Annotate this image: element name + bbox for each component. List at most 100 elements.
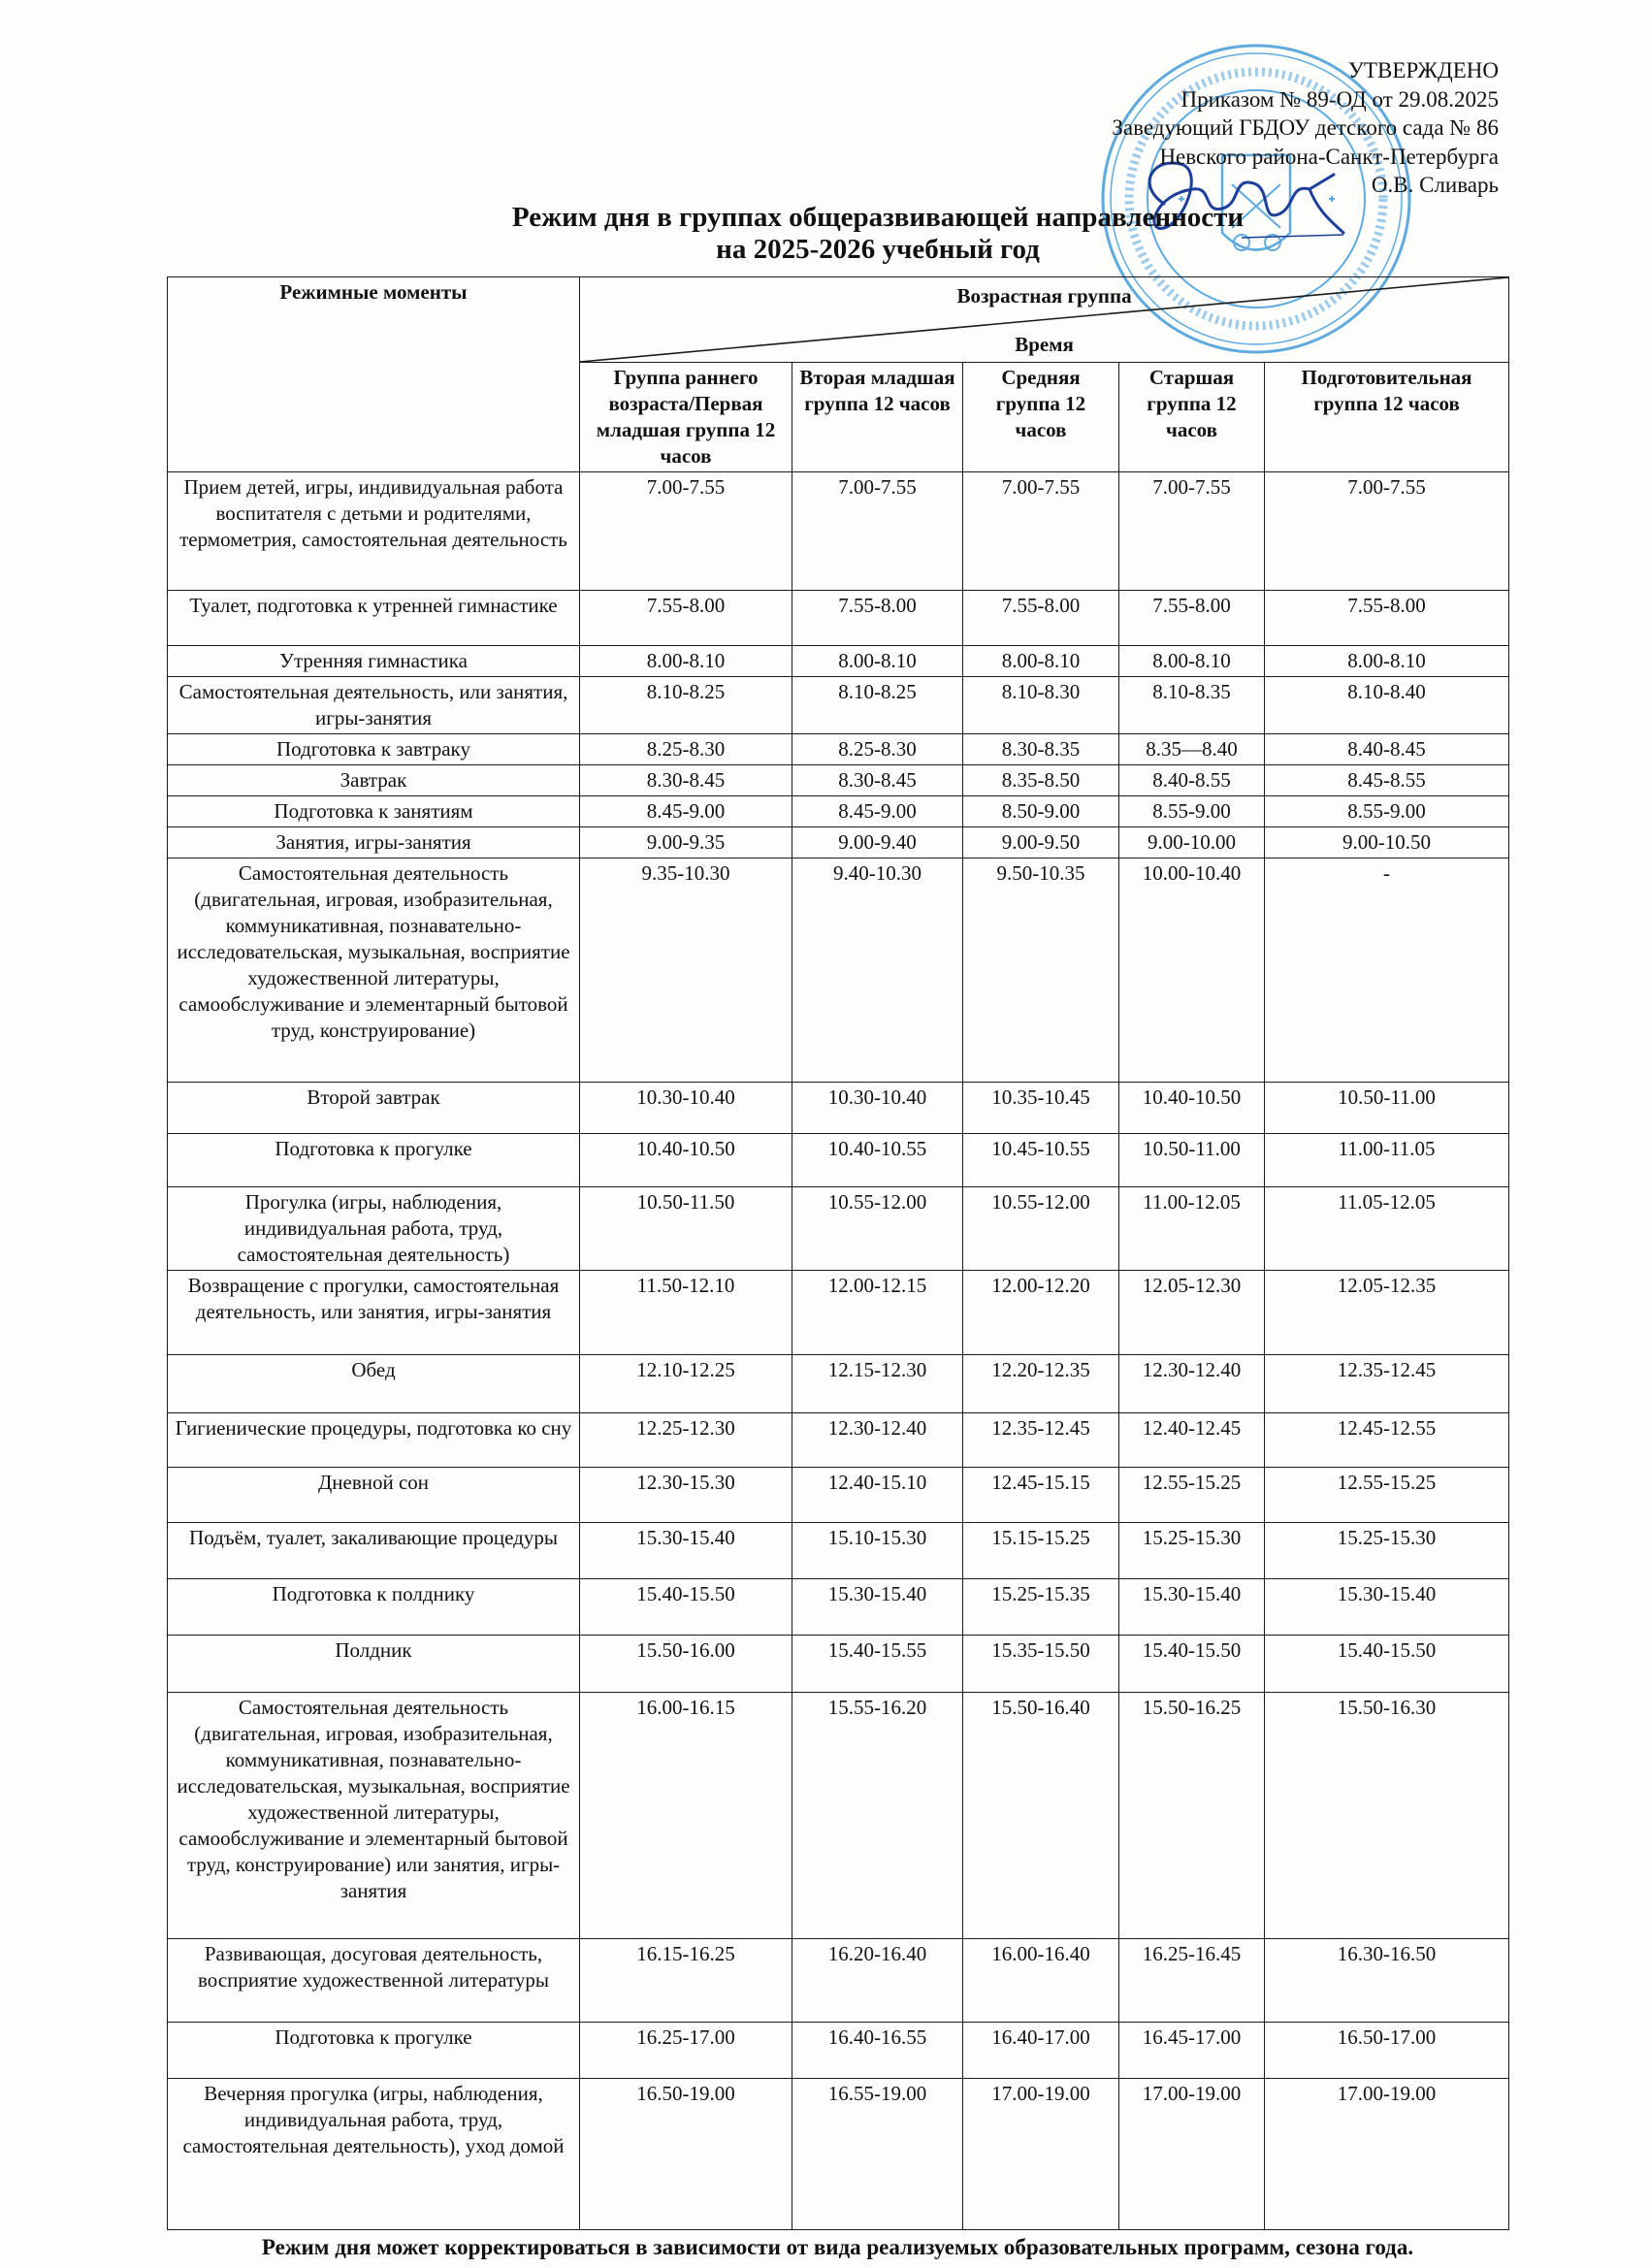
time-cell-middle: 12.45-15.15	[962, 1467, 1119, 1523]
time-cell-preparatory: 11.00-11.05	[1263, 1133, 1510, 1187]
time-cell-second-junior: 10.55-12.00	[792, 1186, 963, 1271]
time-cell-early: 8.45-9.00	[579, 795, 792, 827]
time-cell-preparatory: 17.00-19.00	[1263, 2078, 1510, 2230]
time-cell-middle: 8.30-8.35	[962, 733, 1119, 765]
header-groups-row: Группа раннего возраста/Первая младшая г…	[168, 362, 1510, 472]
activity-cell: Самостоятельная деятельность, или заняти…	[167, 676, 580, 734]
time-cell-senior: 9.00-10.00	[1118, 826, 1265, 859]
activity-cell: Второй завтрак	[167, 1082, 580, 1134]
time-cell-early: 15.30-15.40	[579, 1522, 792, 1579]
time-cell-middle: 15.15-15.25	[962, 1522, 1119, 1579]
time-cell-early: 8.25-8.30	[579, 733, 792, 765]
time-cell-second-junior: 8.30-8.45	[792, 764, 963, 796]
time-cell-early: 12.25-12.30	[579, 1412, 792, 1468]
table-row: Подготовка к полднику 15.40-15.50 15.30-15…	[167, 1578, 1510, 1636]
table-row: Развивающая, досуговая деятельность, вос…	[167, 1938, 1510, 2023]
time-cell-senior: 12.40-12.45	[1118, 1412, 1265, 1468]
header-time: Время	[1015, 333, 1074, 356]
activity-cell: Развивающая, досуговая деятельность, вос…	[167, 1938, 580, 2023]
activity-cell: Вечерняя прогулка (игры, наблюдения, инд…	[167, 2078, 580, 2230]
time-cell-senior: 10.40-10.50	[1118, 1082, 1265, 1134]
time-cell-middle: 12.20-12.35	[962, 1354, 1119, 1413]
table-row: Туалет, подготовка к утренней гимнастике…	[167, 590, 1510, 646]
approval-district: Невского района-Санкт-Петербурга	[1159, 144, 1499, 169]
time-cell-early: 10.40-10.50	[579, 1133, 792, 1187]
time-cell-middle: 10.35-10.45	[962, 1082, 1119, 1134]
time-cell-preparatory: -	[1263, 858, 1510, 1083]
table-row: Подъём, туалет, закаливающие процедуры 15…	[167, 1522, 1510, 1579]
time-cell-middle: 8.35-8.50	[962, 764, 1119, 796]
time-cell-senior: 15.30-15.40	[1118, 1578, 1265, 1636]
time-cell-senior: 8.40-8.55	[1118, 764, 1265, 796]
activity-cell: Утренняя гимнастика	[167, 645, 580, 677]
activity-cell: Туалет, подготовка к утренней гимнастике	[167, 590, 580, 646]
time-cell-second-junior: 8.25-8.30	[792, 733, 963, 765]
time-cell-senior: 8.10-8.35	[1118, 676, 1265, 734]
time-cell-second-junior: 9.40-10.30	[792, 858, 963, 1083]
approval-position: Заведующий ГБДОУ детского сада № 86	[1112, 115, 1499, 140]
table-row: Утренняя гимнастика 8.00-8.10 8.00-8.10 8.0…	[167, 645, 1510, 677]
header-group-second-junior: Вторая младшая группа 12 часов	[792, 362, 963, 472]
time-cell-early: 12.10-12.25	[579, 1354, 792, 1413]
activity-cell: Обед	[167, 1354, 580, 1413]
time-cell-senior: 8.35—8.40	[1118, 733, 1265, 765]
time-cell-second-junior: 9.00-9.40	[792, 826, 963, 859]
time-cell-second-junior: 12.15-12.30	[792, 1354, 963, 1413]
time-cell-second-junior: 15.55-16.20	[792, 1692, 963, 1939]
time-cell-senior: 16.25-16.45	[1118, 1938, 1265, 2023]
time-cell-preparatory: 8.45-8.55	[1263, 764, 1510, 796]
time-cell-middle: 10.55-12.00	[962, 1186, 1119, 1271]
time-cell-preparatory: 8.10-8.40	[1263, 676, 1510, 734]
time-cell-preparatory: 15.30-15.40	[1263, 1578, 1510, 1636]
title-line-1: Режим дня в группах общеразвивающей напр…	[511, 202, 1245, 233]
time-cell-early: 11.50-12.10	[579, 1270, 792, 1355]
table-row: Самостоятельная деятельность (двигательн…	[167, 858, 1510, 1083]
approval-signatory: О.В. Сливарь	[1371, 173, 1499, 197]
header-activity: Режимные моменты	[167, 276, 580, 472]
activity-cell: Возвращение с прогулки, самостоятельная …	[167, 1270, 580, 1355]
activity-cell: Самостоятельная деятельность (двигательн…	[167, 1692, 580, 1939]
table-row: Подготовка к прогулке 16.25-17.00 16.40-16…	[167, 2022, 1510, 2079]
time-cell-second-junior: 10.40-10.55	[792, 1133, 963, 1187]
time-cell-preparatory: 12.05-12.35	[1263, 1270, 1510, 1355]
table-row: Подготовка к занятиям 8.45-9.00 8.45-9.00 8…	[167, 795, 1510, 827]
time-cell-middle: 16.00-16.40	[962, 1938, 1119, 2023]
activity-cell: Подготовка к прогулке	[167, 1133, 580, 1187]
time-cell-preparatory: 12.55-15.25	[1263, 1467, 1510, 1523]
time-cell-preparatory: 7.00-7.55	[1263, 471, 1510, 591]
time-cell-early: 16.25-17.00	[579, 2022, 792, 2079]
schedule-table: Режимные моменты Возрастная группа Время…	[167, 276, 1510, 2230]
time-cell-second-junior: 8.00-8.10	[792, 645, 963, 677]
time-cell-middle: 8.50-9.00	[962, 795, 1119, 827]
time-cell-early: 7.55-8.00	[579, 590, 792, 646]
time-cell-early: 12.30-15.30	[579, 1467, 792, 1523]
time-cell-middle: 16.40-17.00	[962, 2022, 1119, 2079]
time-cell-preparatory: 7.55-8.00	[1263, 590, 1510, 646]
table-row: Самостоятельная деятельность (двигательн…	[167, 1692, 1510, 1939]
time-cell-second-junior: 7.00-7.55	[792, 471, 963, 591]
time-cell-second-junior: 10.30-10.40	[792, 1082, 963, 1134]
activity-cell: Подготовка к прогулке	[167, 2022, 580, 2079]
time-cell-senior: 10.50-11.00	[1118, 1133, 1265, 1187]
time-cell-senior: 15.25-15.30	[1118, 1522, 1265, 1579]
header-group-preparatory: Подготовительная группа 12 часов	[1263, 362, 1510, 472]
time-cell-preparatory: 8.00-8.10	[1263, 645, 1510, 677]
time-cell-senior: 7.55-8.00	[1118, 590, 1265, 646]
time-cell-senior: 12.05-12.30	[1118, 1270, 1265, 1355]
activity-cell: Дневной сон	[167, 1467, 580, 1523]
time-cell-early: 10.30-10.40	[579, 1082, 792, 1134]
time-cell-middle: 8.00-8.10	[962, 645, 1119, 677]
table-row: Самостоятельная деятельность, или заняти…	[167, 676, 1510, 734]
time-cell-early: 9.35-10.30	[579, 858, 792, 1083]
time-cell-preparatory: 16.50-17.00	[1263, 2022, 1510, 2079]
time-cell-senior: 7.00-7.55	[1118, 471, 1265, 591]
time-cell-second-junior: 12.00-12.15	[792, 1270, 963, 1355]
time-cell-middle: 9.50-10.35	[962, 858, 1119, 1083]
time-cell-second-junior: 16.55-19.00	[792, 2078, 963, 2230]
time-cell-middle: 12.35-12.45	[962, 1412, 1119, 1468]
activity-cell: Самостоятельная деятельность (двигательн…	[167, 858, 580, 1083]
header-row: Режимные моменты Возрастная группа Время	[167, 276, 1510, 472]
table-row: Подготовка к завтраку 8.25-8.30 8.25-8.30 8…	[167, 733, 1510, 765]
title-line-2: на 2025-2026 учебный год	[716, 234, 1040, 265]
time-cell-middle: 7.55-8.00	[962, 590, 1119, 646]
